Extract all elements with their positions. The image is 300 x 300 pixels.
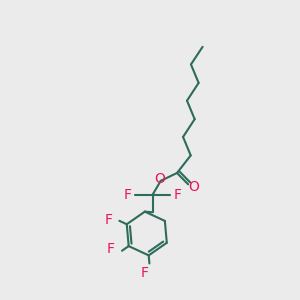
Text: F: F <box>140 266 148 280</box>
Text: F: F <box>173 188 181 202</box>
Text: F: F <box>124 188 132 202</box>
Text: F: F <box>105 213 113 227</box>
Text: F: F <box>107 242 115 256</box>
Text: O: O <box>188 180 199 194</box>
Text: O: O <box>154 172 166 185</box>
